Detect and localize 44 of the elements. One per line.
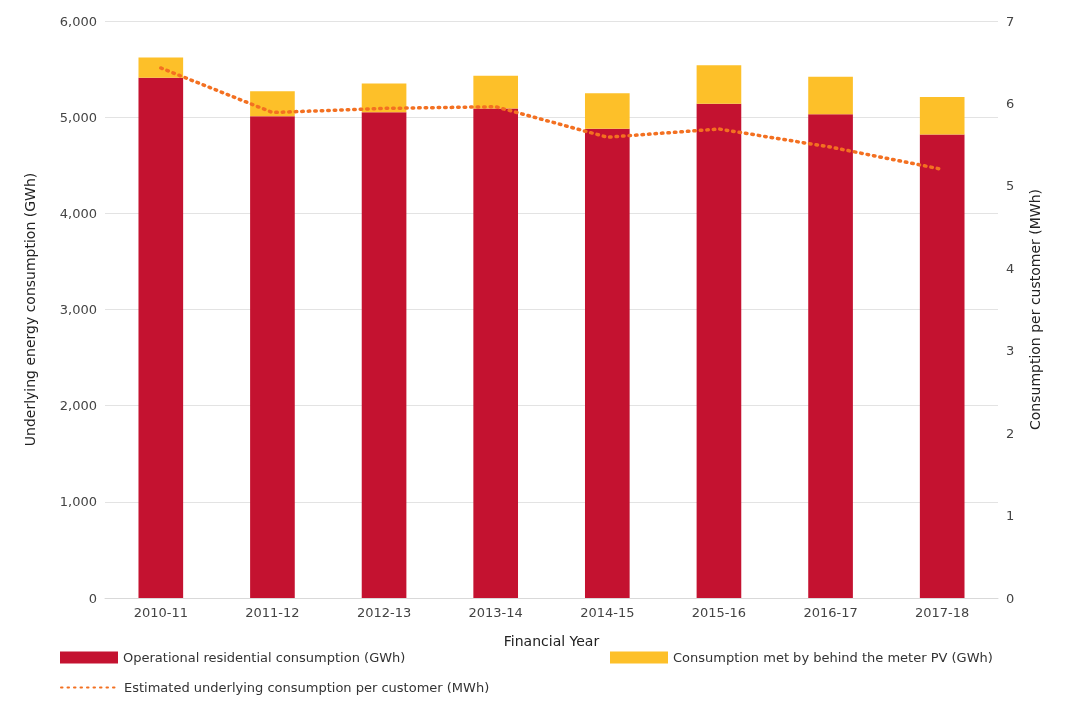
x-tick-label: 2016-17: [803, 605, 858, 620]
y2-tick-label: 1: [1006, 508, 1015, 524]
legend-label: Consumption met by behind the meter PV (GWh): [673, 650, 993, 665]
bar: [696, 65, 742, 104]
y2-tick-label: 5: [1006, 178, 1015, 194]
y-tick-label: 2,000: [59, 398, 97, 414]
y2-tick-label: 4: [1006, 260, 1015, 276]
bar: [808, 114, 853, 598]
bar: [919, 134, 965, 598]
x-tick-label: 2015-16: [691, 605, 747, 620]
y-tick-label: 5,000: [59, 109, 97, 125]
y-tick-label: 4,000: [59, 205, 97, 221]
bar: [361, 112, 407, 598]
x-tick-label: 2014-15: [580, 605, 635, 620]
x-tick-label: 2010-11: [133, 605, 188, 620]
bar: [138, 57, 184, 78]
x-tick-label: 2013-14: [468, 605, 523, 620]
bar: [808, 76, 853, 115]
y-tick-label: 6,000: [59, 13, 97, 29]
y2-tick-label: 3: [1006, 343, 1015, 359]
bar: [250, 91, 295, 117]
legend-label: Estimated underlying consumption per customer (MWh): [124, 680, 490, 695]
y-tick-label: 0: [88, 590, 97, 606]
y2-tick-label: 7: [1006, 13, 1015, 29]
y2-axis-title: Consumption per customer (MWh): [1027, 189, 1043, 430]
x-axis-title: Financial Year: [503, 633, 600, 649]
y-tick-label: 3,000: [59, 302, 97, 317]
bar: [919, 96, 965, 135]
y-tick-label: 1,000: [59, 494, 97, 510]
bar: [584, 93, 630, 129]
y-axis-title: Underlying energy consumption (GWh): [22, 172, 38, 447]
bar: [473, 108, 519, 598]
y2-tick-label: 0: [1006, 590, 1015, 606]
bar: [584, 128, 630, 598]
bar: [138, 77, 184, 598]
legend-label: Operational residential consumption (GWh): [123, 650, 406, 665]
bar: [250, 116, 295, 598]
bar: [696, 103, 742, 598]
y2-tick-label: 6: [1006, 95, 1015, 111]
bar: [473, 75, 519, 109]
x-tick-label: 2011-12: [245, 605, 300, 620]
y2-tick-label: 2: [1006, 425, 1015, 441]
x-tick-label: 2012-13: [356, 605, 412, 620]
x-tick-label: 2017-18: [915, 605, 970, 620]
